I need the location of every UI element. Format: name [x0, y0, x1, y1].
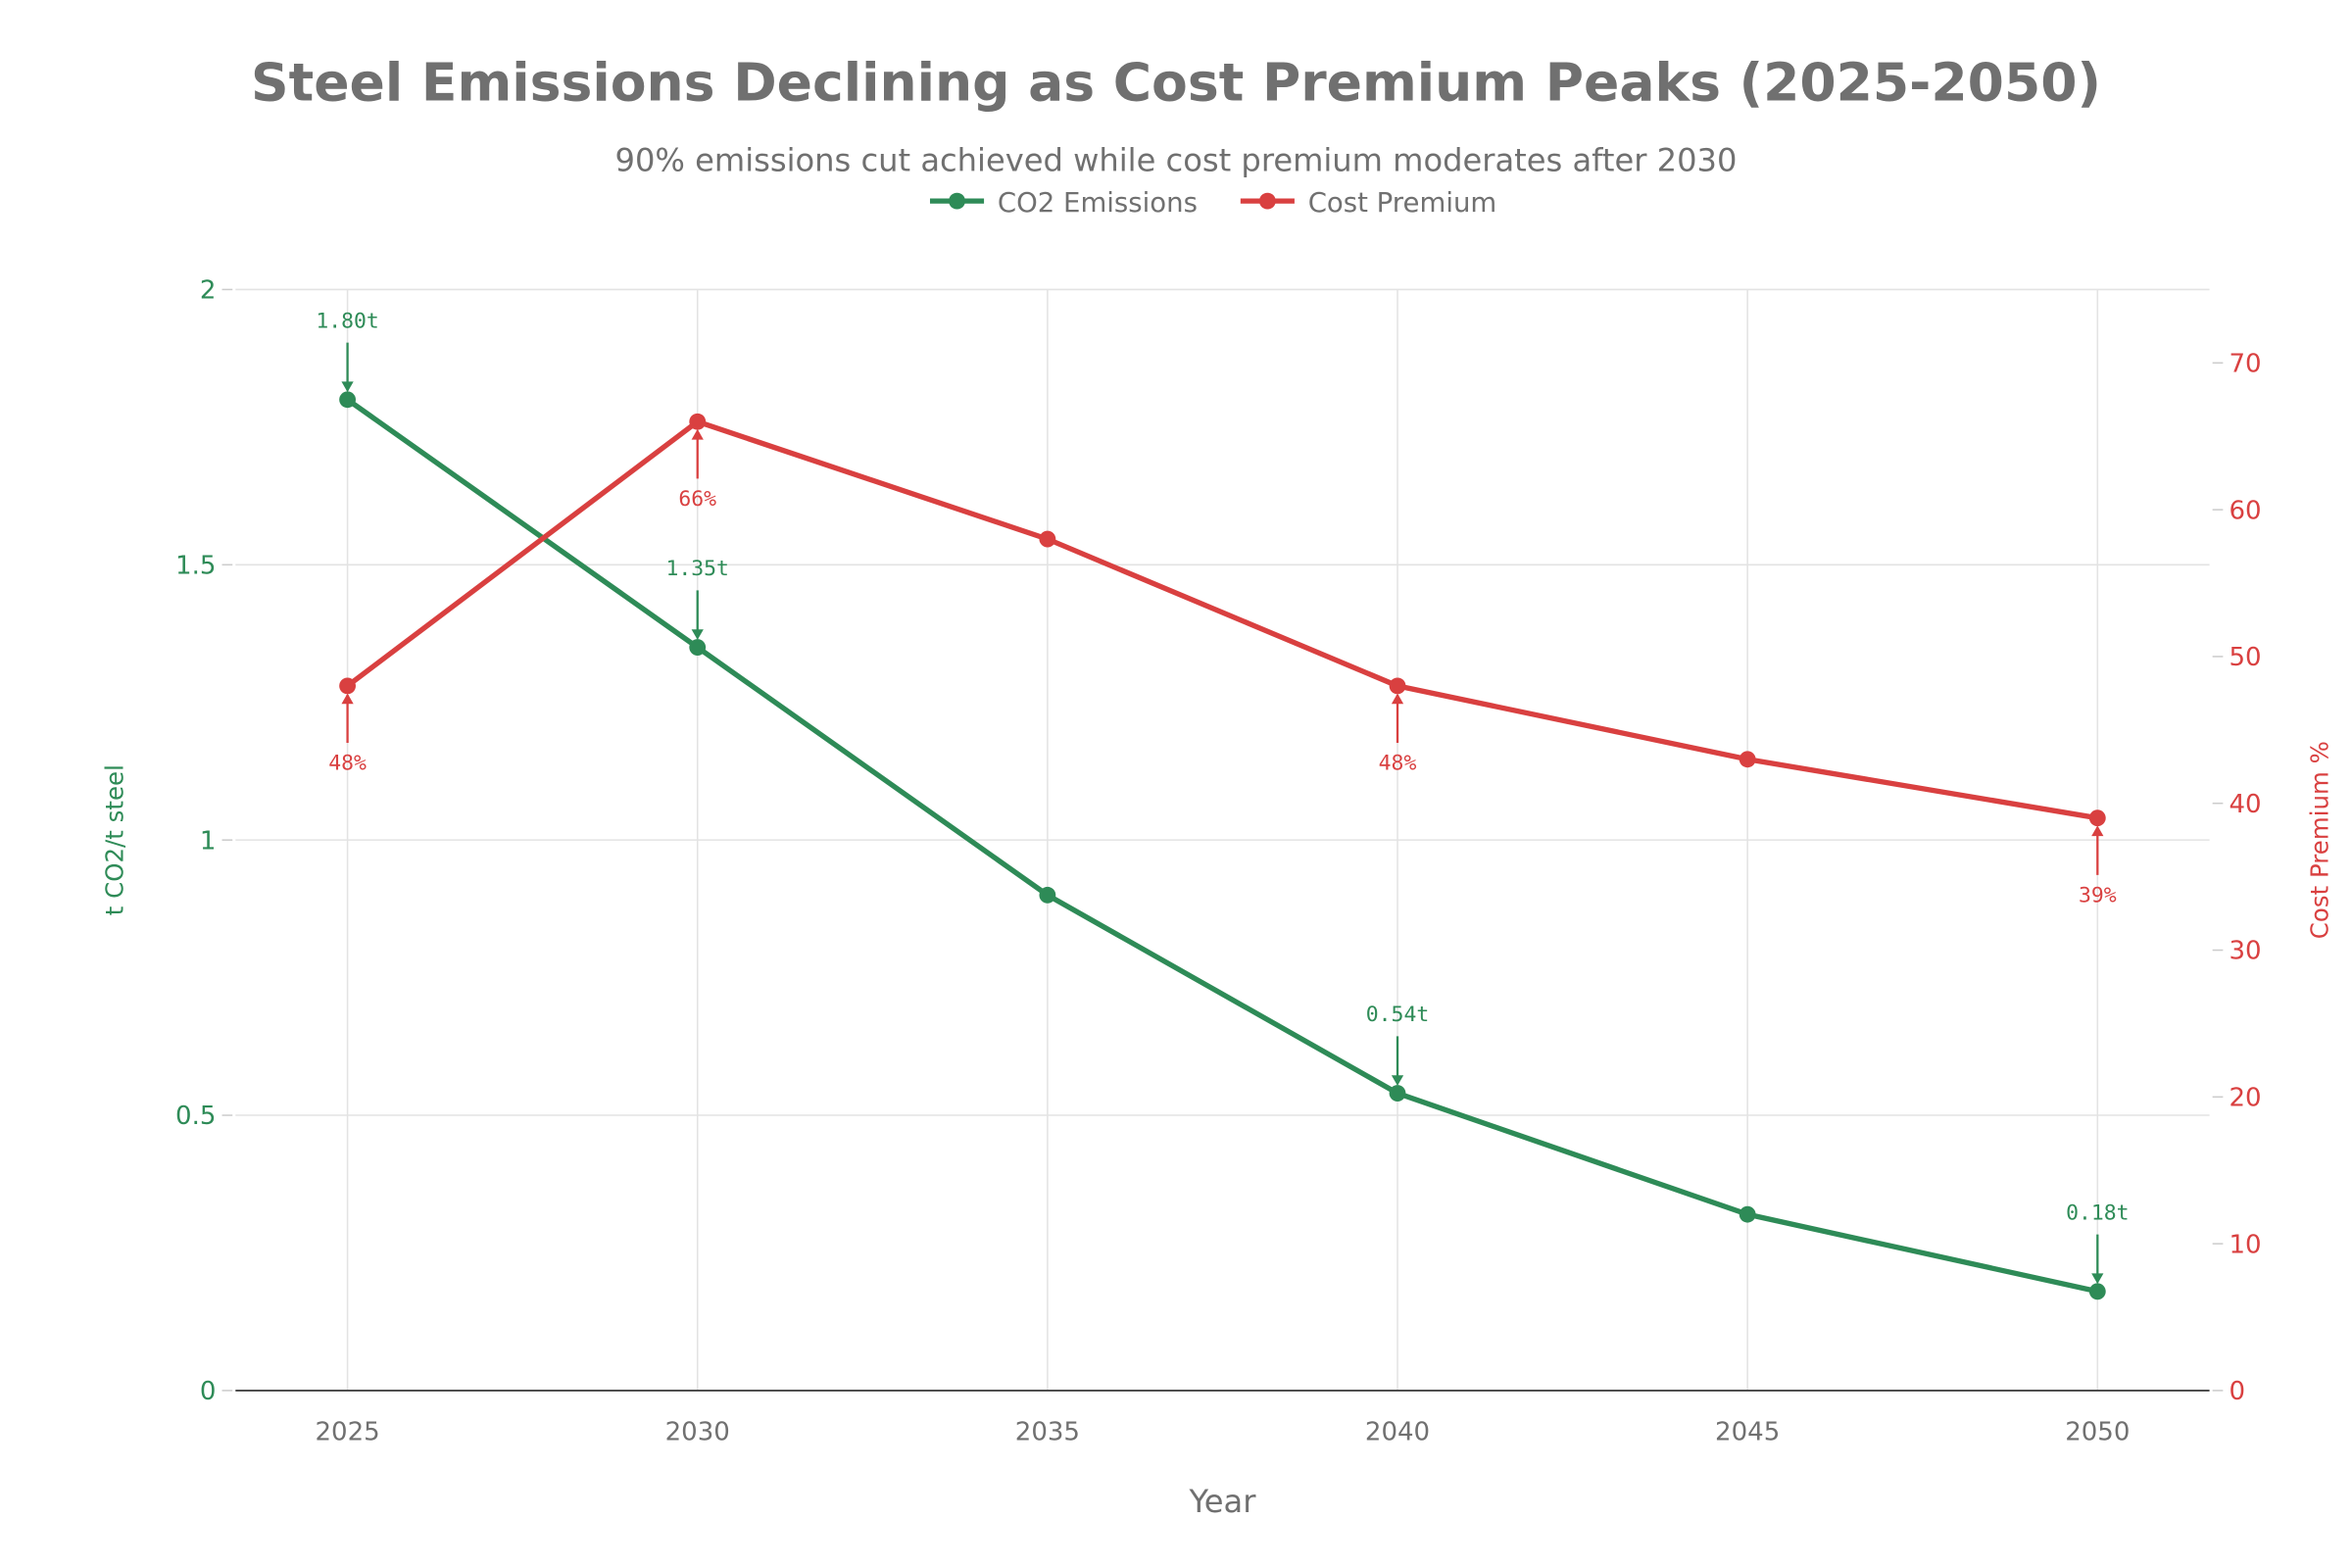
x-tick-label: 2035 — [1015, 1417, 1080, 1446]
y-right-tick-label: 40 — [2229, 790, 2261, 819]
data-point — [1389, 677, 1406, 695]
series-line-co2 — [346, 397, 2098, 1295]
y-left-tick-label: 1 — [200, 826, 217, 856]
y-right-tick-label: 60 — [2229, 496, 2261, 525]
legend-label: Cost Premium — [1308, 187, 1497, 219]
legend-marker — [949, 192, 965, 210]
x-tick-label: 2050 — [2065, 1417, 2130, 1446]
x-tick-label: 2025 — [315, 1417, 379, 1446]
annotation-label: 66% — [678, 487, 716, 512]
x-tick-label: 2040 — [1365, 1417, 1430, 1446]
series-line-cost — [345, 418, 2098, 821]
legend-label: CO2 Emissions — [998, 187, 1198, 219]
annotation-label: 0.54t — [1366, 1003, 1429, 1027]
annotation-label: 1.35t — [666, 557, 729, 581]
y-right-tick-label: 0 — [2229, 1377, 2245, 1406]
legend-marker — [1258, 192, 1276, 210]
y-axis-left-label: t CO2/t steel — [101, 764, 129, 915]
annotation-arrowhead — [2091, 825, 2104, 837]
y-left-tick-label: 2 — [200, 276, 217, 306]
data-point — [1389, 1085, 1406, 1102]
annotation-label: 1.80t — [316, 309, 378, 333]
y-left-tick-label: 0.5 — [175, 1102, 216, 1131]
x-tick-label: 2045 — [1715, 1417, 1780, 1446]
data-point — [689, 413, 707, 430]
annotation-label: 39% — [2079, 883, 2117, 907]
data-point — [689, 639, 707, 656]
x-axis-label: Year — [1188, 1483, 1256, 1520]
annotation-arrowhead — [2091, 1273, 2104, 1285]
data-point — [1739, 1205, 1756, 1223]
annotation-arrowhead — [691, 629, 704, 640]
chart-title: Steel Emissions Declining as Cost Premiu… — [251, 52, 2101, 114]
x-tick-label: 2030 — [665, 1417, 730, 1446]
data-point — [1039, 886, 1056, 904]
annotation-arrowhead — [1391, 1075, 1404, 1086]
y-right-tick-label: 10 — [2229, 1230, 2261, 1259]
data-point — [1039, 530, 1056, 548]
y-right-tick-label: 70 — [2229, 350, 2261, 379]
y-left-tick-label: 0 — [200, 1377, 217, 1406]
annotation-arrowhead — [691, 428, 704, 440]
data-point — [1739, 751, 1756, 768]
y-right-tick-label: 20 — [2229, 1083, 2261, 1112]
data-point — [2088, 1283, 2106, 1300]
annotation-label: 48% — [1379, 752, 1417, 776]
legend: CO2 Emissions Cost Premium — [929, 187, 1497, 219]
annotation-label: 48% — [328, 752, 367, 776]
y-right-tick-label: 50 — [2229, 643, 2261, 672]
chart-subtitle: 90% emissions cut achieved while cost pr… — [615, 142, 1738, 179]
data-point — [339, 391, 357, 409]
annotation-label: 0.18t — [2066, 1200, 2129, 1225]
data-point — [339, 677, 357, 695]
annotation-arrowhead — [1391, 693, 1404, 705]
y-left-tick-label: 1.5 — [175, 551, 216, 580]
annotation-arrowhead — [341, 693, 354, 705]
y-axis-right-label: Cost Premium % — [2306, 741, 2334, 939]
data-point — [2088, 809, 2106, 827]
y-right-tick-label: 30 — [2229, 937, 2261, 966]
annotation-arrowhead — [341, 381, 354, 393]
